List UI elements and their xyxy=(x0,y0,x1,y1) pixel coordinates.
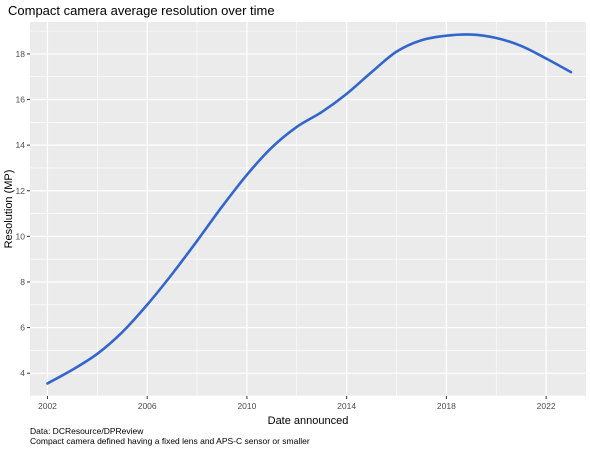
x-tick-label: 2010 xyxy=(237,401,256,411)
caption-definition: Compact camera defined having a fixed le… xyxy=(30,436,310,446)
x-axis-label: Date announced xyxy=(268,415,349,427)
y-tick-label: 18 xyxy=(16,49,26,59)
chart-caption: Data: DCResource/DPReview Compact camera… xyxy=(30,426,310,446)
y-tick-label: 12 xyxy=(16,186,26,196)
x-tick-label: 2018 xyxy=(437,401,456,411)
y-tick-label: 6 xyxy=(20,323,25,333)
y-axis: 4 6 8 10 12 14 16 18 xyxy=(16,49,30,378)
x-tick-label: 2014 xyxy=(337,401,356,411)
y-tick-label: 14 xyxy=(16,140,26,150)
y-tick-label: 4 xyxy=(20,368,25,378)
series-line xyxy=(46,33,573,385)
plot-panel xyxy=(30,22,586,396)
minor-gridlines xyxy=(30,22,586,397)
x-tick-label: 2006 xyxy=(138,401,157,411)
chart-title: Compact camera average resolution over t… xyxy=(8,3,275,18)
x-tick-label: 2002 xyxy=(38,401,57,411)
y-tick-label: 8 xyxy=(20,277,25,287)
y-tick-label: 16 xyxy=(16,95,26,105)
x-axis: 2002 2006 2010 2014 2018 2022 xyxy=(38,396,556,411)
y-axis-label: Resolution (MP) xyxy=(3,170,15,249)
caption-source: Data: DCResource/DPReview xyxy=(30,426,144,436)
major-gridlines xyxy=(30,22,586,396)
y-tick-label: 10 xyxy=(16,231,26,241)
x-tick-label: 2022 xyxy=(537,401,556,411)
